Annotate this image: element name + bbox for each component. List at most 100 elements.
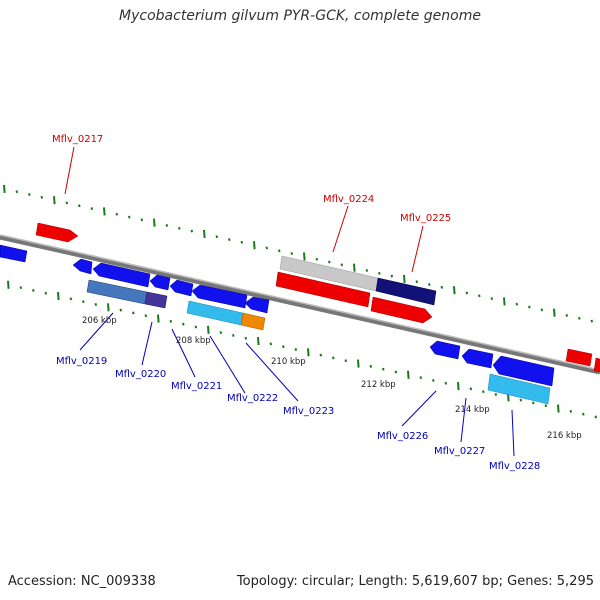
tick-mark — [65, 201, 69, 205]
tick-mark — [569, 409, 573, 413]
tick-mark — [57, 291, 60, 301]
tick-mark — [3, 184, 6, 193]
tick-mark — [303, 252, 306, 261]
tick-mark — [332, 356, 335, 360]
kbp-label-208: 208 kbp — [176, 336, 211, 346]
reverse-strand-genes — [0, 244, 555, 405]
gene-arrow-mflv-0219a[interactable] — [72, 258, 93, 275]
gene-arrow-mflv-0225[interactable] — [370, 296, 433, 324]
gene-arrow-mflv-0224[interactable] — [275, 271, 371, 308]
tick-mark — [519, 398, 523, 402]
tick-mark — [15, 190, 19, 194]
tick-mark — [419, 376, 423, 380]
label-mflv-0217: Mflv_0217 — [52, 134, 103, 145]
tick-mark — [407, 370, 410, 379]
gene-arrow-mflv-0229[interactable] — [565, 348, 593, 367]
tick-mark — [244, 336, 248, 340]
tick-mark — [482, 390, 485, 394]
tick-mark — [269, 342, 273, 346]
tick-mark — [203, 229, 206, 238]
tick-mark — [53, 196, 56, 205]
tick-mark — [40, 195, 44, 199]
tick-mark — [469, 387, 473, 391]
tick-mark — [165, 224, 169, 227]
tick-mark — [528, 305, 531, 309]
tick-mark — [219, 331, 223, 335]
tick-mark — [178, 226, 181, 230]
tick-mark — [103, 207, 106, 216]
tick-mark — [282, 345, 285, 349]
gene-arrow-mflv-0230[interactable] — [593, 357, 600, 373]
tick-mark — [90, 207, 94, 211]
tick-mark — [440, 285, 444, 289]
label-mflv-0222: Mflv_0222 — [227, 393, 278, 404]
tick-mark — [444, 381, 448, 385]
tick-mark — [128, 215, 131, 219]
position-labels: 206 kbp 208 kbp 210 kbp 212 kbp 214 kbp … — [82, 316, 582, 441]
label-mflv-0225: Mflv_0225 — [400, 213, 451, 224]
tick-mark — [369, 364, 373, 368]
gene-box-mflv-0225[interactable] — [375, 277, 437, 306]
gene-arrow-mflv-0226[interactable] — [429, 340, 461, 360]
label-mflv-0224: Mflv_0224 — [323, 194, 374, 205]
tick-mark — [328, 260, 331, 264]
tick-mark — [553, 308, 556, 317]
tick-mark — [82, 300, 85, 304]
tick-mark — [319, 353, 323, 357]
label-leaders — [64, 146, 515, 457]
tick-mark — [340, 263, 344, 267]
kbp-label-214: 214 kbp — [455, 405, 490, 415]
tick-mark — [594, 415, 598, 419]
tick-mark — [157, 314, 160, 323]
tick-mark — [353, 263, 356, 272]
gene-arrow-mflv-0222[interactable] — [191, 284, 248, 309]
kbp-label-210: 210 kbp — [271, 357, 306, 367]
tick-mark — [457, 381, 460, 391]
gene-arrow-mflv-0227[interactable] — [461, 348, 494, 369]
gene-labels: Mflv_0217 Mflv_0224 Mflv_0225 Mflv_0219 … — [52, 134, 540, 472]
kbp-label-212: 212 kbp — [361, 380, 396, 390]
tick-mark — [515, 302, 519, 306]
tick-mark — [169, 319, 173, 323]
tick-mark — [265, 246, 269, 250]
gene-arrow-mflv-0220[interactable] — [149, 274, 171, 291]
tick-mark — [415, 280, 419, 284]
tick-mark — [540, 308, 544, 312]
tick-mark — [315, 257, 319, 261]
tick-mark — [578, 316, 581, 320]
tick-mark — [490, 297, 494, 301]
tick-mark — [228, 238, 231, 241]
genome-backbone — [0, 234, 600, 375]
tick-mark — [494, 393, 498, 396]
gene-arrow-mflv-0219b[interactable] — [92, 262, 151, 288]
gene-arrow-mflv-0228[interactable] — [492, 355, 555, 387]
tick-mark — [590, 319, 594, 323]
label-mflv-0228: Mflv_0228 — [489, 461, 540, 472]
gene-arrow-mflv-0217[interactable] — [35, 222, 79, 243]
gene-box-mflv-0223[interactable] — [240, 312, 266, 331]
tick-mark — [144, 314, 148, 318]
tick-mark — [7, 280, 10, 289]
gene-box-mflv-0228[interactable] — [487, 373, 551, 405]
label-mflv-0226: Mflv_0226 — [377, 431, 428, 442]
tick-mark — [207, 325, 210, 334]
gene-arrow-mflv-0221[interactable] — [169, 279, 194, 297]
gene-arrow-mflv-0218[interactable] — [0, 244, 28, 263]
tick-mark — [432, 378, 435, 382]
tick-mark — [32, 288, 35, 292]
tick-mark — [69, 297, 73, 301]
tick-mark — [140, 218, 144, 222]
gene-arrow-mflv-0223[interactable] — [244, 296, 270, 314]
tick-mark — [28, 193, 31, 196]
tick-mark — [357, 359, 360, 368]
genome-summary-text: Topology: circular; Length: 5,619,607 bp… — [236, 574, 594, 589]
tick-mark — [403, 274, 406, 283]
kbp-label-216: 216 kbp — [547, 431, 582, 441]
gene-box-mflv-0220[interactable] — [144, 291, 168, 309]
tick-mark — [278, 249, 281, 253]
tick-row-inner — [7, 280, 598, 419]
tick-mark — [153, 218, 156, 227]
tick-mark — [307, 348, 310, 357]
tick-mark — [232, 333, 235, 337]
